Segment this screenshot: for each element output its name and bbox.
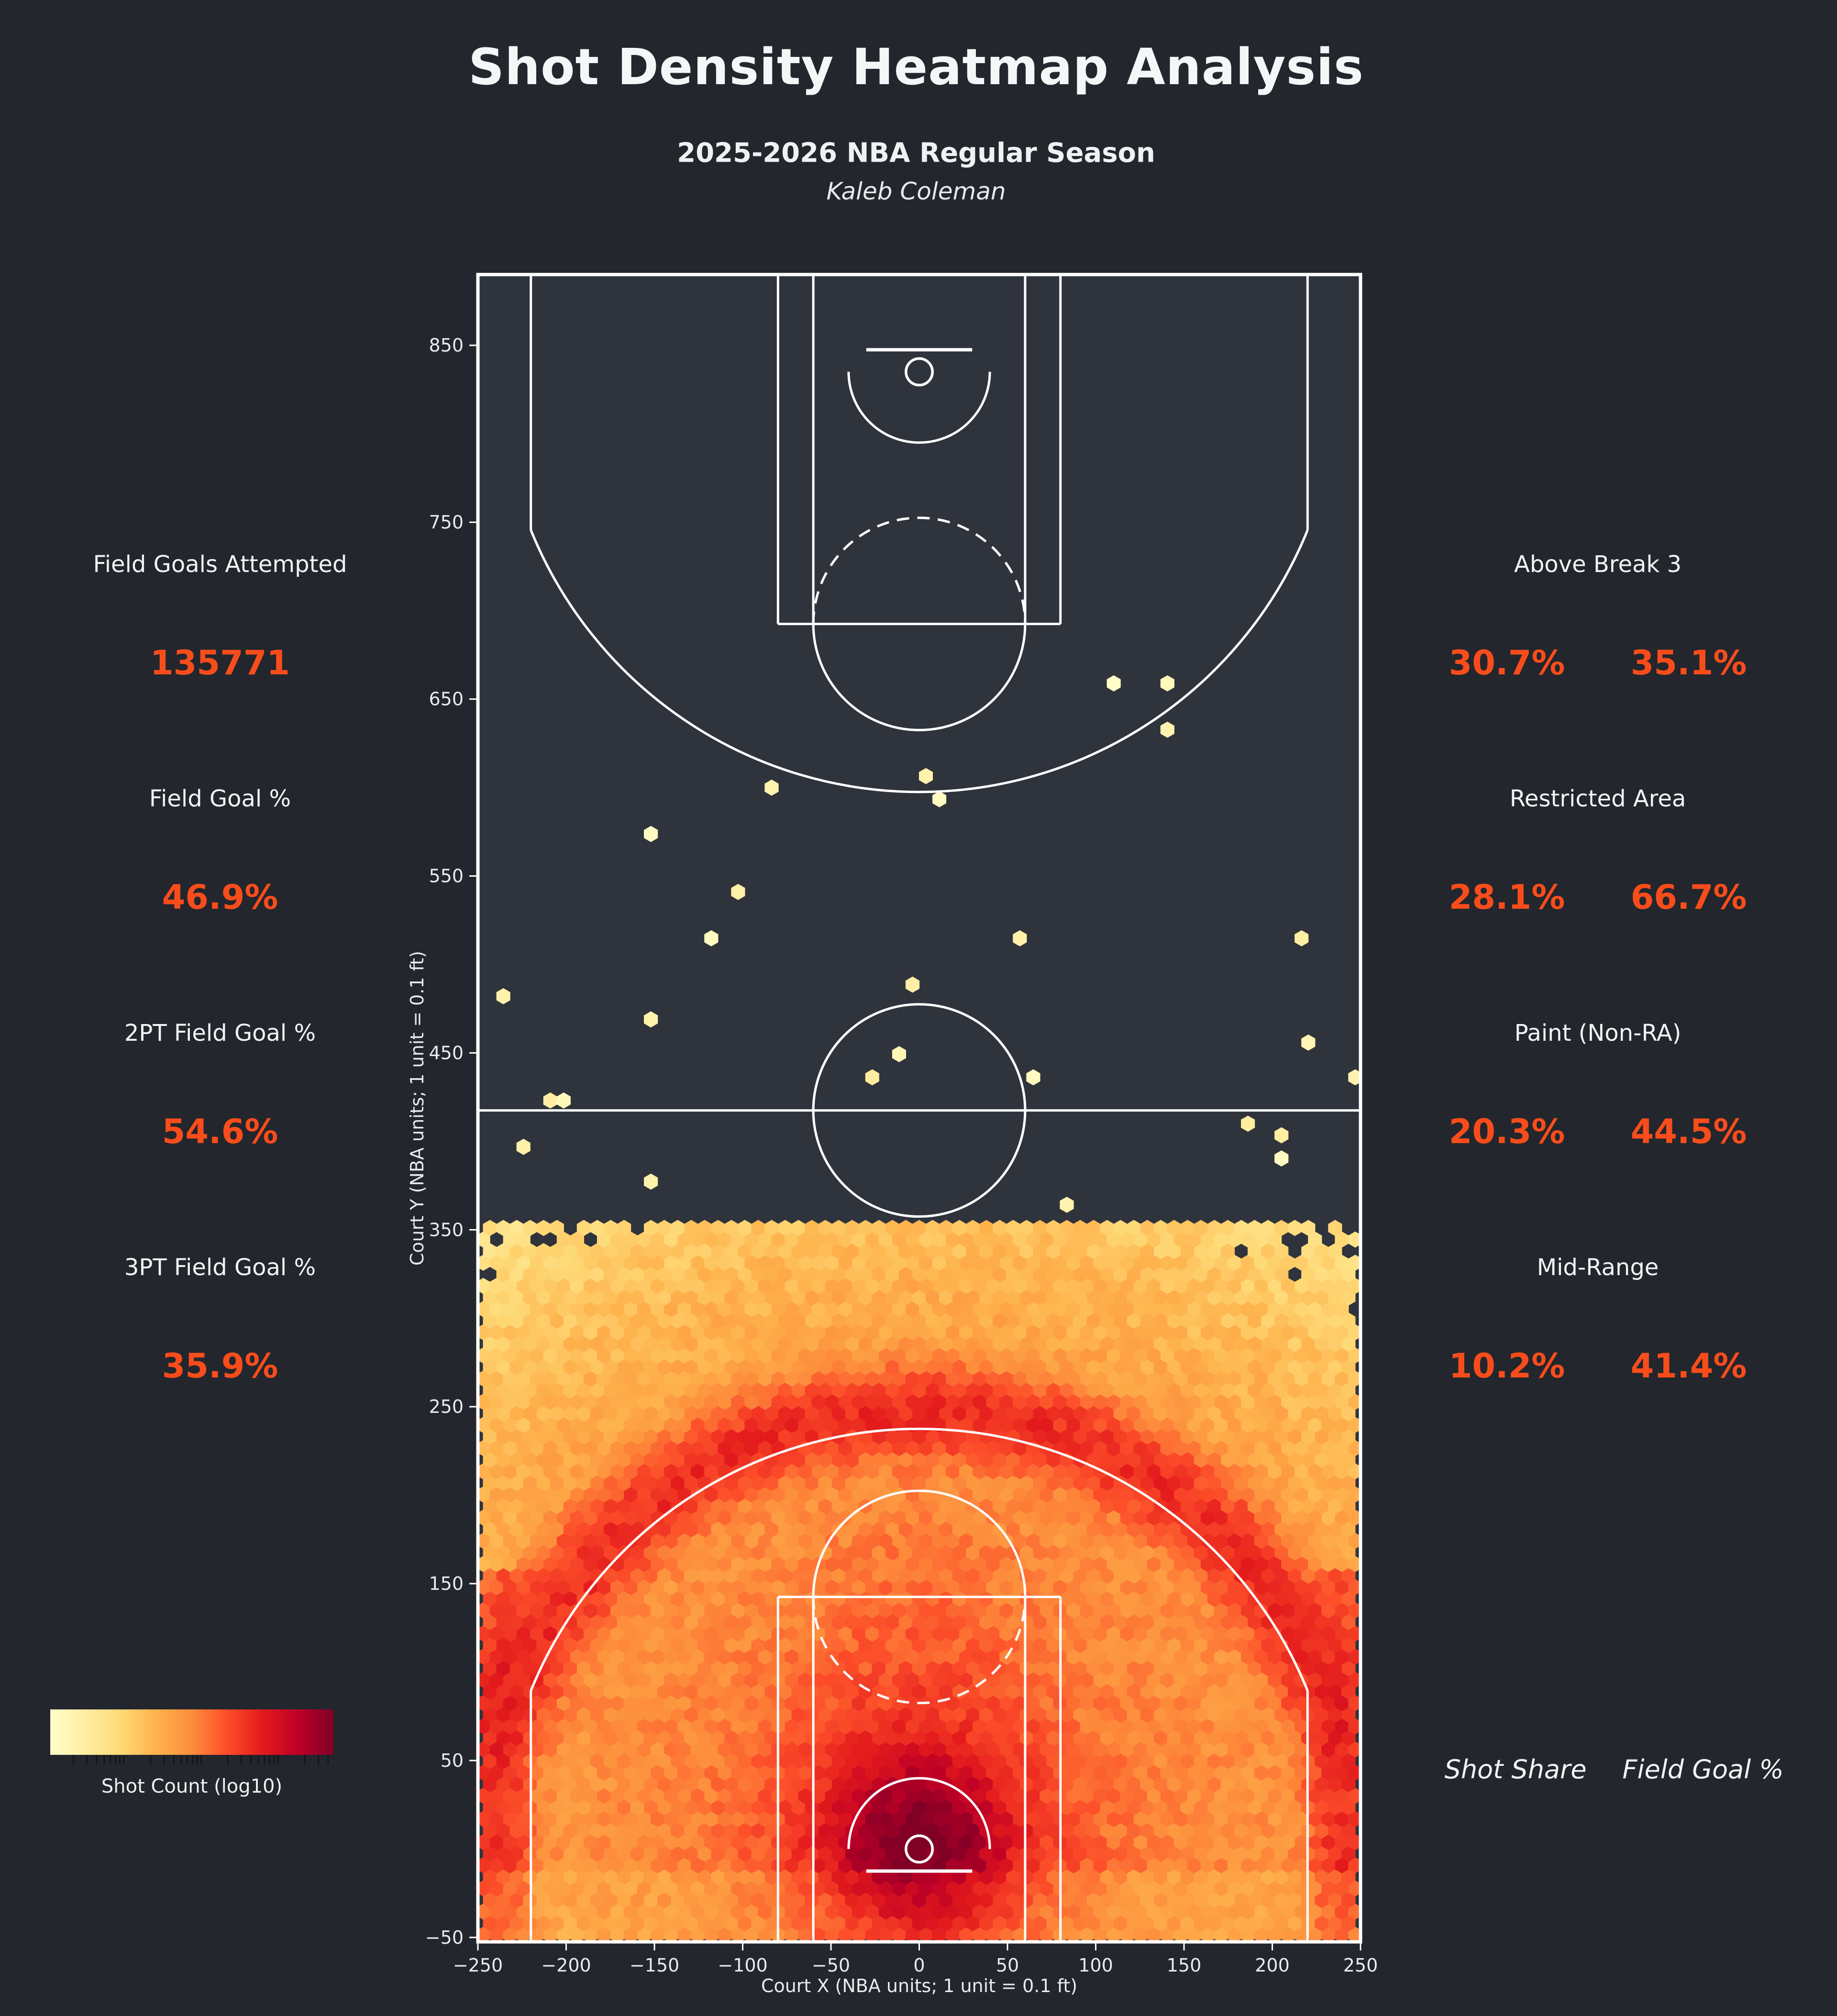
x-tick-label: −50 [812,1955,850,1976]
y-tick-label: 450 [429,1042,464,1063]
x-tick-label: 150 [1167,1955,1202,1976]
zone-label-paint-non-ra: Paint (Non-RA) [1514,1020,1682,1047]
y-tick-label: −50 [425,1927,464,1948]
stat-label-2pt-pct: 2PT Field Goal % [124,1020,316,1047]
zone-share-above-break-3: 30.7% [1449,643,1565,683]
stat-value-fg-pct: 46.9% [162,878,278,917]
x-tick-label: −100 [718,1955,767,1976]
colorbar-ticks [73,1755,329,1764]
player-name: Kaleb Coleman [826,177,1006,205]
colorbar-label: Shot Count (log10) [101,1775,283,1797]
court-lines [478,275,1361,1942]
footer-header-shot-share: Shot Share [1444,1754,1587,1785]
near-three-point-arc [530,1427,1309,1691]
y-tick-label: 350 [429,1219,464,1240]
zone-label-restricted-area: Restricted Area [1509,785,1686,812]
x-axis-label: Court X (NBA units; 1 unit = 0.1 ft) [761,1975,1077,1996]
y-tick-label: 150 [429,1573,464,1594]
zone-share-restricted-area: 28.1% [1449,878,1565,917]
stat-label-fg-pct: Field Goal % [149,785,291,812]
near-rim [905,1834,934,1864]
zone-fg-restricted-area: 66.7% [1630,878,1747,917]
stat-value-3pt-pct: 35.9% [162,1346,278,1386]
x-tick-label: 100 [1078,1955,1113,1976]
y-tick-label: 750 [429,512,464,533]
far-three-point-arc [530,529,1309,793]
zone-fg-mid-range: 41.4% [1630,1346,1747,1386]
x-tick-label: 250 [1343,1955,1378,1976]
y-tick-label: 550 [429,866,464,887]
x-tick-label: 200 [1255,1955,1290,1976]
far-ft-circle-solid [812,624,1027,731]
stat-label-fga: Field Goals Attempted [93,551,347,578]
colorbar [50,1709,333,1755]
near-ft-circle-solid [812,1489,1027,1597]
axis-ticks: −250 −200 −150 −100 −50 0 50 100 150 200 250 850 750… [425,335,1378,1976]
zone-label-mid-range: Mid-Range [1537,1254,1659,1281]
y-tick-label: 850 [429,335,464,356]
far-restricted-arc [847,372,991,444]
y-axis-label: Court Y (NBA units; 1 unit = 0.1 ft) [407,951,428,1266]
center-circle [812,1003,1027,1218]
x-tick-label: 50 [996,1955,1019,1976]
x-tick-label: 0 [913,1955,925,1976]
zone-label-above-break-3: Above Break 3 [1514,551,1682,578]
y-tick-label: 50 [441,1750,464,1771]
stat-value-2pt-pct: 54.6% [162,1112,278,1151]
x-tick-label: −200 [541,1955,591,1976]
footer-header-field-goal-pct: Field Goal % [1622,1754,1784,1785]
stat-value-fga: 135771 [150,643,290,683]
zone-share-mid-range: 10.2% [1449,1346,1565,1386]
x-tick-label: −250 [453,1955,503,1976]
near-ft-circle-dashed [812,1597,1027,1705]
y-tick-label: 650 [429,689,464,710]
far-ft-circle-dashed [812,517,1027,624]
zone-fg-paint-non-ra: 44.5% [1630,1112,1747,1151]
near-restricted-arc [847,1777,991,1849]
page-title: Shot Density Heatmap Analysis [468,38,1364,96]
stat-label-3pt-pct: 3PT Field Goal % [124,1254,316,1281]
far-rim [905,357,934,386]
zone-share-paint-non-ra: 20.3% [1449,1112,1565,1151]
zone-fg-above-break-3: 35.1% [1630,643,1747,683]
y-tick-label: 250 [429,1396,464,1417]
hexbin-layer [478,675,1361,1942]
x-tick-label: −150 [630,1955,679,1976]
page-subtitle: 2025-2026 NBA Regular Season [677,137,1155,169]
